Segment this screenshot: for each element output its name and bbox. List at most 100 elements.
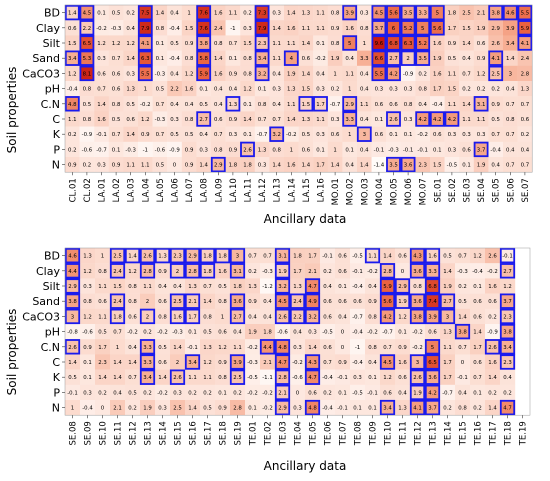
significant-cell-border <box>313 96 328 112</box>
heatmap-cell <box>430 157 445 173</box>
significant-cell-border <box>424 293 441 309</box>
heatmap-cell <box>500 339 516 355</box>
heatmap-cell <box>459 20 474 36</box>
x-tick-label: TE.15 <box>459 421 469 446</box>
heatmap-cell <box>211 35 226 51</box>
heatmap-cell <box>298 126 314 142</box>
heatmap-cell <box>185 308 201 325</box>
heatmap-cell <box>284 20 299 36</box>
significant-cell-border <box>424 278 441 294</box>
cell-value-label: 0.1 <box>473 284 482 290</box>
cell-value-label: 0.7 <box>263 254 272 260</box>
heatmap-cell <box>230 400 246 416</box>
heatmap-cell <box>395 293 411 309</box>
heatmap-cell <box>215 278 231 294</box>
cell-value-label: 1.4 <box>128 254 137 260</box>
cell-value-label: 0.8 <box>185 56 194 62</box>
cell-value-label: 1.7 <box>433 87 442 93</box>
heatmap-cell <box>320 278 336 294</box>
heatmap-cell <box>470 324 486 340</box>
cell-value-label: 0.4 <box>272 71 281 77</box>
heatmap-cell <box>170 263 186 279</box>
heatmap-cell <box>488 81 504 97</box>
heatmap-cell <box>254 111 270 127</box>
heatmap-cell <box>196 126 212 142</box>
x-tick-label: TE.04 <box>294 421 304 446</box>
cell-value-label: 2.7 <box>199 117 208 123</box>
heatmap-cell <box>167 35 182 51</box>
cell-value-label: -0.1 <box>502 254 513 260</box>
cell-value-label: 0.2 <box>128 406 137 412</box>
cell-value-label: 1.4 <box>302 41 311 47</box>
significant-cell-border <box>196 35 212 51</box>
cell-value-label: 0 <box>341 330 345 336</box>
cell-value-label: 0.4 <box>185 102 194 108</box>
heatmap-cell <box>211 126 226 142</box>
cell-value-label: 0.5 <box>199 102 208 108</box>
cell-value-label: 3 <box>363 132 366 138</box>
cell-value-label: 4.1 <box>413 406 422 412</box>
cell-value-label: 2.8 <box>521 71 530 77</box>
significant-cell-border <box>274 354 291 370</box>
heatmap-cell <box>108 81 124 97</box>
cell-value-label: 0.2 <box>203 390 212 396</box>
heatmap-cell <box>138 35 153 51</box>
cell-value-label: -0.4 <box>352 330 363 336</box>
heatmap-cell <box>123 50 139 66</box>
cell-value-label: 0.8 <box>218 375 227 381</box>
heatmap-cell <box>386 50 401 66</box>
heatmap-cell <box>327 20 343 36</box>
heatmap-cell <box>65 126 80 142</box>
cell-value-label: 0.7 <box>383 345 392 351</box>
heatmap-cell <box>94 50 109 66</box>
significant-cell-border <box>371 65 387 82</box>
heatmap-cell <box>350 308 366 325</box>
heatmap-cell <box>155 263 171 279</box>
x-tick-label: CL.02 <box>83 178 93 202</box>
heatmap-cell <box>110 354 126 370</box>
cell-value-label: 4.1 <box>491 56 500 62</box>
heatmap-cell <box>342 50 358 66</box>
significant-cell-border <box>379 293 396 309</box>
cell-value-label: 0.4 <box>316 71 325 77</box>
cell-value-label: 0.7 <box>156 102 165 108</box>
cell-value-label: 1.3 <box>229 102 238 108</box>
significant-cell-border <box>488 65 504 82</box>
heatmap-cell <box>425 339 441 355</box>
cell-value-label: 1.9 <box>433 56 442 62</box>
heatmap-cell <box>110 293 126 309</box>
cell-value-label: 0.3 <box>462 132 471 138</box>
cell-value-label: 2.6 <box>243 147 252 153</box>
heatmap-cell <box>108 65 124 82</box>
heatmap-cell <box>275 324 291 340</box>
significant-cell-border <box>229 354 246 370</box>
cell-value-label: -0.4 <box>322 375 333 381</box>
heatmap-cell <box>125 278 141 294</box>
heatmap-cell <box>298 141 314 158</box>
cell-value-label: 0.9 <box>229 117 238 123</box>
cell-value-label: 0.9 <box>331 26 340 32</box>
cell-value-label: 0.6 <box>398 254 407 260</box>
heatmap-cell <box>170 278 186 294</box>
heatmap-cell <box>503 50 518 66</box>
heatmap-cell <box>284 50 299 66</box>
cell-value-label: 2.5 <box>233 375 242 381</box>
cell-value-label: 2.9 <box>68 284 77 290</box>
heatmap-cell <box>425 324 441 340</box>
heatmap-cell <box>350 263 366 279</box>
heatmap-cell <box>485 263 501 279</box>
cell-value-label: 1.7 <box>448 26 457 32</box>
cell-value-label: 1 <box>116 345 119 351</box>
cell-value-label: 4.6 <box>68 254 77 260</box>
cell-value-label: 1.3 <box>302 117 311 123</box>
cell-value-label: 5 <box>421 26 424 32</box>
cell-value-label: 0.5 <box>83 102 92 108</box>
heatmap-cell <box>320 293 336 309</box>
heatmap-cell <box>305 369 321 385</box>
heatmap-cell <box>185 293 201 309</box>
heatmap-cell <box>284 157 299 173</box>
cell-value-label: 1.2 <box>141 117 150 123</box>
significant-cell-border <box>137 50 153 66</box>
x-tick-label: LA.12 <box>258 178 268 202</box>
cell-value-label: 0.7 <box>229 41 238 47</box>
